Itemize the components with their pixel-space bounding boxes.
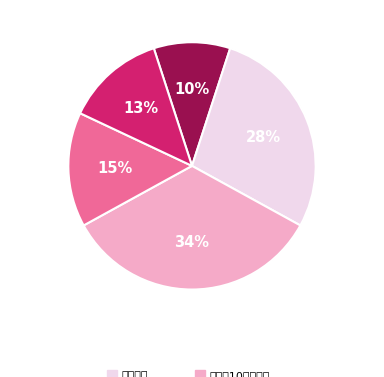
Text: 15%: 15% [98,161,133,176]
Wedge shape [154,42,230,166]
Text: 28%: 28% [246,130,281,145]
Text: 10%: 10% [174,82,210,97]
Wedge shape [80,48,192,166]
Wedge shape [68,113,192,225]
Legend: 残業なし, 残業月11～20時間, 残業月41時間以上, 残業月10時間以下, 残業月21～40時間: 残業なし, 残業月11～20時間, 残業月41時間以上, 残業月10時間以下, … [103,366,281,377]
Wedge shape [192,48,316,225]
Text: 34%: 34% [174,235,210,250]
Wedge shape [84,166,300,290]
Text: 13%: 13% [124,101,159,116]
